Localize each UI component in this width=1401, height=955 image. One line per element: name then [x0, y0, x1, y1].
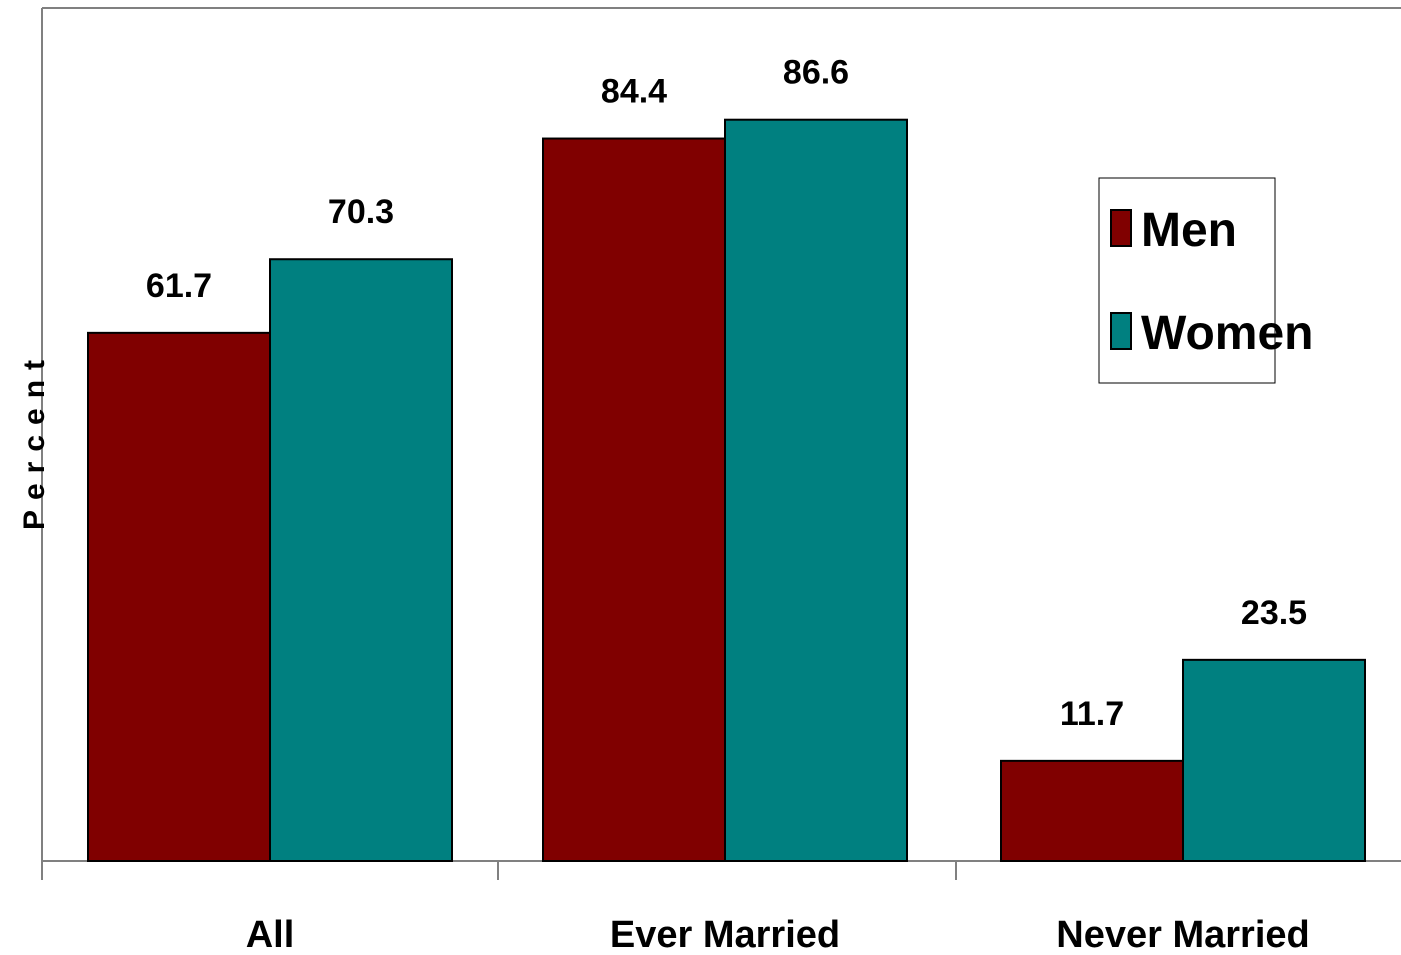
legend-swatch-women: [1111, 313, 1131, 349]
category-label-never-married: Never Married: [1056, 914, 1309, 955]
bar-women-all: [270, 259, 452, 861]
y-axis-label: Percent: [18, 350, 51, 530]
legend-label-men: Men: [1141, 204, 1237, 257]
data-label-men-all: 61.7: [146, 267, 212, 305]
bar-women-ever-married: [725, 120, 907, 861]
x-axis-ticks: [42, 861, 956, 880]
legend: Men Women: [1099, 178, 1313, 383]
bar-men-ever-married: [543, 139, 725, 861]
category-label-ever-married: Ever Married: [610, 914, 840, 955]
data-label-women-never-married: 23.5: [1241, 594, 1307, 632]
category-labels: All Ever Married Never Married: [246, 914, 1310, 955]
legend-swatch-men: [1111, 210, 1131, 246]
bar-women-never-married: [1183, 660, 1365, 861]
legend-label-women: Women: [1141, 307, 1313, 360]
bar-men-never-married: [1001, 761, 1183, 861]
bar-men-all: [88, 333, 270, 861]
data-label-women-ever-married: 86.6: [783, 54, 849, 92]
category-label-all: All: [246, 914, 295, 955]
data-label-men-never-married: 11.7: [1060, 695, 1124, 733]
data-label-women-all: 70.3: [328, 193, 394, 231]
data-label-men-ever-married: 84.4: [601, 73, 667, 111]
